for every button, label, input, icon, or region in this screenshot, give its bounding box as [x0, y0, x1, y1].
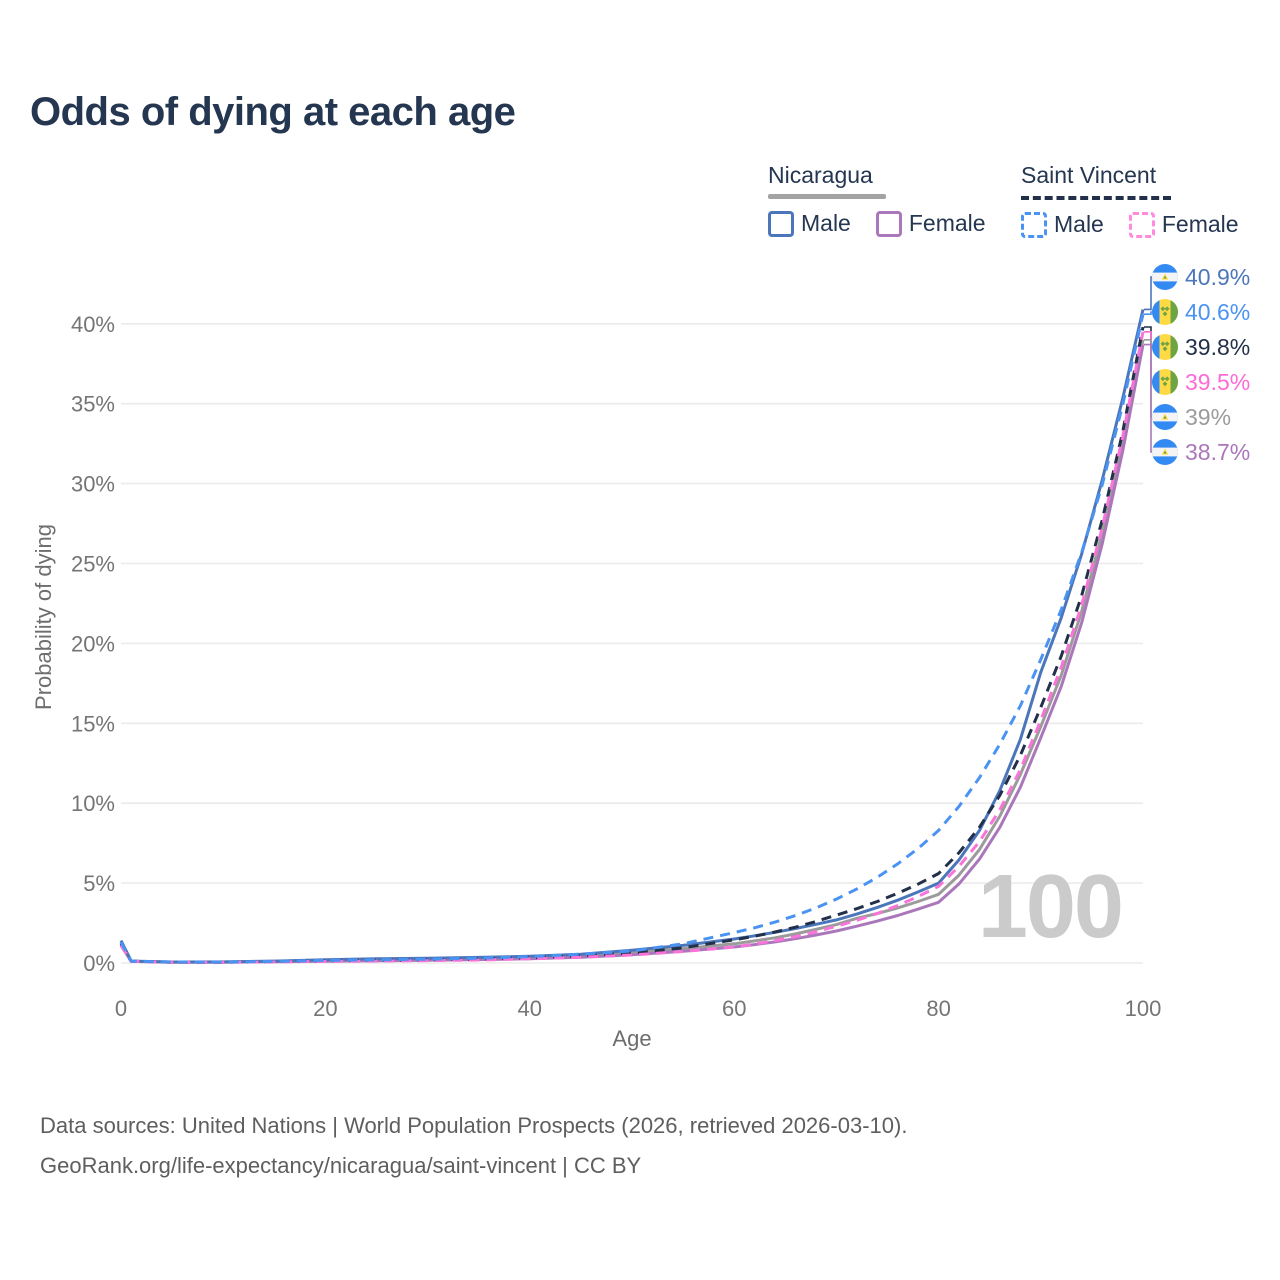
nicaragua-flag-icon [1152, 404, 1178, 430]
footer-data-sources: Data sources: United Nations | World Pop… [40, 1113, 908, 1138]
end-label-value: 40.9% [1185, 263, 1251, 290]
legend-item-label: Male [1054, 211, 1104, 237]
end-label-value: 39% [1185, 403, 1232, 430]
x-tick-label: 20 [313, 996, 337, 1021]
legend-item-nicaragua-female[interactable]: Female [875, 210, 986, 237]
legend-item-saint-vincent-male[interactable]: Male [1021, 211, 1104, 238]
legend-item-label: Female [908, 210, 986, 236]
x-tick-label: 60 [722, 996, 746, 1021]
y-tick-label: 30% [71, 472, 115, 497]
x-tick-label: 0 [115, 996, 127, 1021]
end-label-saint-vincent-female: 39.5% [1152, 369, 1250, 395]
end-label-nicaragua-both-sexes: 39% [1152, 404, 1231, 430]
saint-vincent-male-swatch-icon [1021, 211, 1047, 238]
y-tick-label: 20% [71, 631, 115, 656]
end-label-saint-vincent-male: 40.6% [1152, 299, 1250, 325]
end-label-connector [1144, 343, 1158, 453]
legend-group-title-saint-vincent[interactable]: Saint Vincent [1021, 162, 1157, 188]
age-counter-watermark: 100 [977, 857, 1124, 957]
nicaragua-flag-icon [1152, 439, 1178, 465]
y-tick-label: 0% [83, 951, 115, 976]
y-tick-label: 5% [83, 871, 115, 896]
end-label-value: 40.6% [1185, 298, 1251, 325]
y-tick-label: 40% [71, 312, 115, 337]
legend-group-nicaragua: Nicaragua Male Female [768, 162, 986, 237]
series-line-saint-vincent-male[interactable] [119, 313, 1145, 964]
nicaragua-male-swatch-icon [768, 210, 794, 237]
saint-vincent-flag-icon [1152, 369, 1178, 395]
saint-vincent-line-style-swatch [1021, 196, 1171, 200]
end-label-nicaragua-female: 38.7% [1152, 439, 1250, 465]
legend-item-saint-vincent-female[interactable]: Female [1128, 211, 1239, 238]
legend-group-title-nicaragua[interactable]: Nicaragua [768, 162, 873, 188]
end-label-saint-vincent-both-sexes: 39.8% [1152, 334, 1250, 360]
x-tick-label: 40 [518, 996, 542, 1021]
end-label-value: 39.5% [1185, 368, 1251, 395]
end-label-value: 38.7% [1185, 438, 1251, 465]
x-tick-label: 100 [1125, 996, 1162, 1021]
legend-group-saint-vincent: Saint Vincent Male Female [1021, 162, 1239, 238]
end-label-value: 39.8% [1185, 333, 1251, 360]
x-axis-title: Age [612, 1026, 652, 1051]
nicaragua-female-swatch-icon [875, 210, 902, 237]
y-axis-title: Probability of dying [31, 524, 56, 710]
y-tick-label: 25% [71, 552, 115, 577]
nicaragua-flag-icon [1152, 264, 1178, 290]
y-tick-label: 35% [71, 392, 115, 417]
saint-vincent-flag-icon [1152, 334, 1178, 360]
end-label-nicaragua-male: 40.9% [1152, 264, 1250, 290]
nicaragua-line-style-swatch [768, 194, 886, 199]
y-tick-label: 15% [71, 711, 115, 736]
legend-item-label: Female [1161, 211, 1239, 237]
legend-item-nicaragua-male[interactable]: Male [768, 210, 851, 237]
footer-attribution: GeoRank.org/life-expectancy/nicaragua/sa… [40, 1153, 642, 1178]
x-tick-label: 80 [926, 996, 950, 1021]
legend-item-label: Male [801, 210, 851, 236]
saint-vincent-female-swatch-icon [1128, 211, 1155, 238]
page-title: Odds of dying at each age [30, 90, 516, 134]
footer: Data sources: United Nations | World Pop… [40, 1106, 907, 1186]
saint-vincent-flag-icon [1152, 299, 1178, 325]
y-tick-label: 10% [71, 791, 115, 816]
